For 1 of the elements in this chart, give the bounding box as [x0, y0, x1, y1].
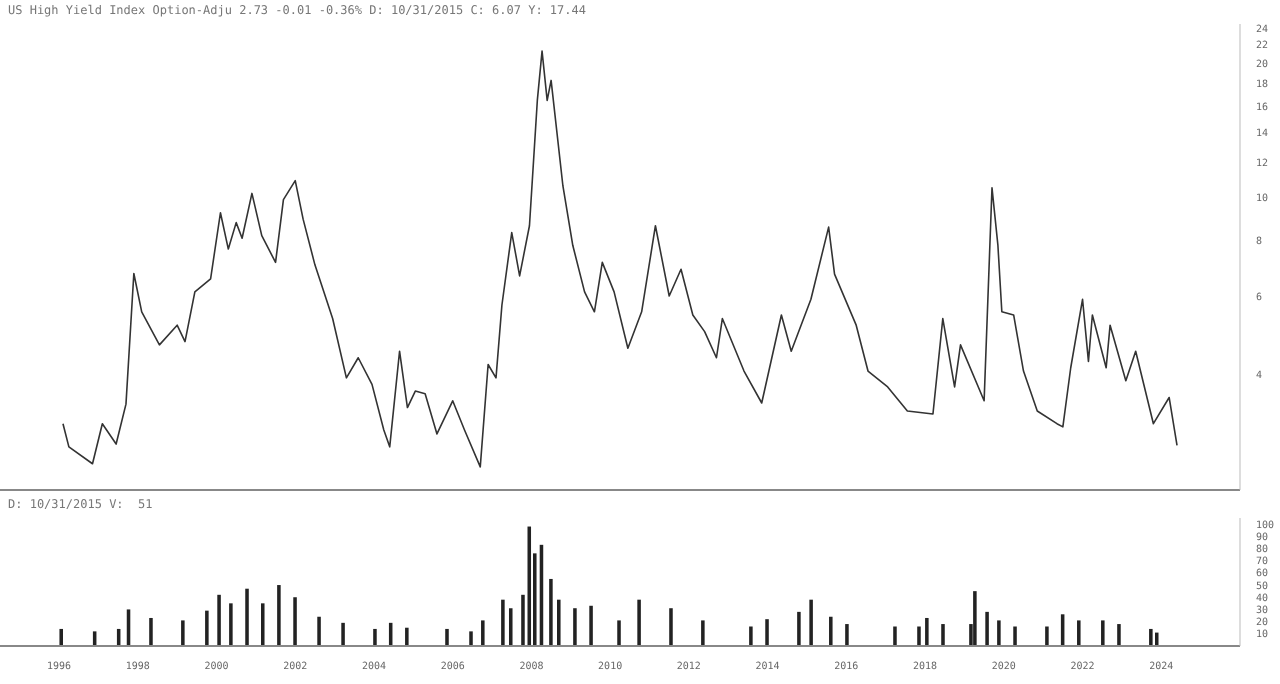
line-series — [62, 50, 1178, 468]
